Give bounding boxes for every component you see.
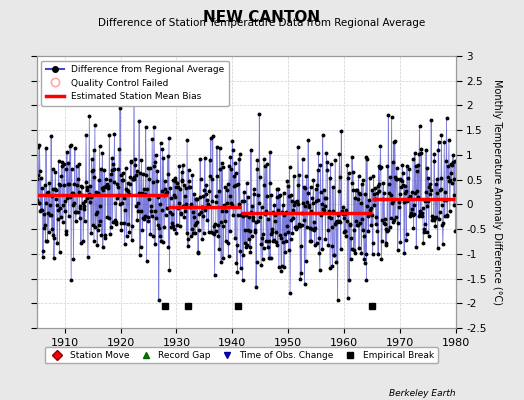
Y-axis label: Monthly Temperature Anomaly Difference (°C): Monthly Temperature Anomaly Difference (… <box>492 79 502 305</box>
Text: Berkeley Earth: Berkeley Earth <box>389 389 456 398</box>
Text: Difference of Station Temperature Data from Regional Average: Difference of Station Temperature Data f… <box>99 18 425 28</box>
Legend: Station Move, Record Gap, Time of Obs. Change, Empirical Break: Station Move, Record Gap, Time of Obs. C… <box>45 347 438 364</box>
Text: NEW CANTON: NEW CANTON <box>203 10 321 25</box>
Legend: Difference from Regional Average, Quality Control Failed, Estimated Station Mean: Difference from Regional Average, Qualit… <box>41 60 229 106</box>
